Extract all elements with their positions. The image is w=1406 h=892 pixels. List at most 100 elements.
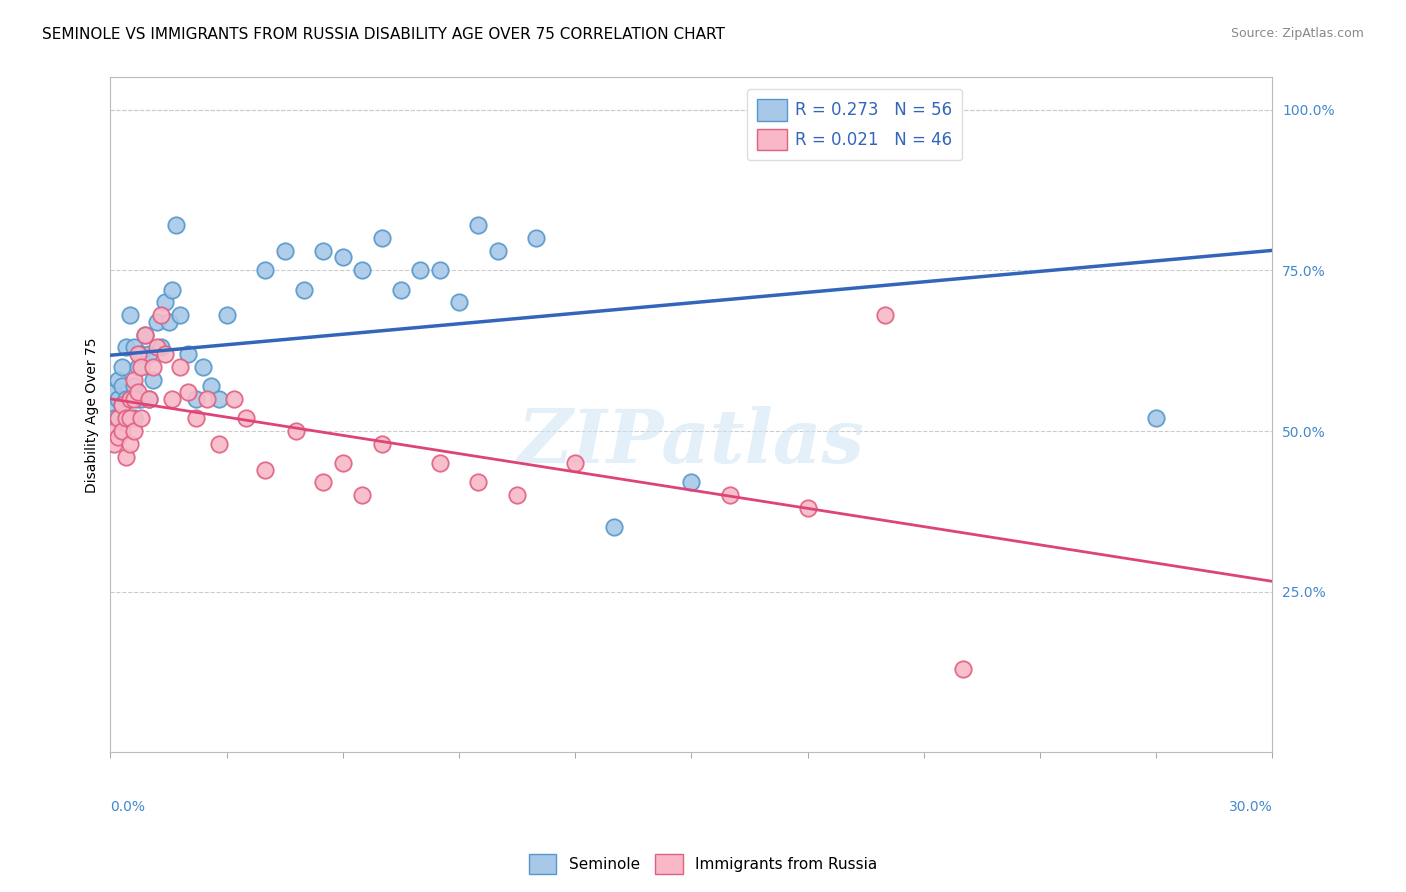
Point [115, 341, 138, 355]
Point [162, 283, 184, 297]
Point [107, 430, 129, 444]
Text: Source: ZipAtlas.com: Source: ZipAtlas.com [1230, 27, 1364, 40]
Point [131, 392, 153, 406]
Point [142, 373, 165, 387]
Point [103, 398, 125, 412]
Point [111, 379, 134, 393]
Point [169, 308, 191, 322]
Point [235, 411, 257, 425]
Point [131, 359, 153, 374]
Y-axis label: Disability Age Over 75: Disability Age Over 75 [86, 337, 100, 492]
Point [131, 347, 153, 361]
Point [352, 488, 374, 502]
Point [195, 392, 218, 406]
Point [103, 385, 125, 400]
Point [467, 475, 489, 490]
Point [134, 327, 156, 342]
Point [215, 308, 238, 322]
Point [165, 219, 187, 233]
Point [603, 520, 626, 534]
Point [177, 385, 200, 400]
Point [111, 424, 134, 438]
Point [118, 437, 141, 451]
Point [127, 392, 149, 406]
Point [118, 392, 141, 406]
Point [115, 411, 138, 425]
Point [134, 327, 156, 342]
Point [312, 244, 335, 258]
Point [184, 392, 207, 406]
Point [118, 308, 141, 322]
Point [103, 437, 125, 451]
Point [153, 295, 176, 310]
Point [115, 411, 138, 425]
Point [138, 347, 160, 361]
Point [149, 341, 172, 355]
Point [389, 283, 412, 297]
Point [224, 392, 246, 406]
Point [208, 437, 231, 451]
Point [111, 398, 134, 412]
Point [370, 437, 392, 451]
Point [177, 347, 200, 361]
Point [254, 462, 277, 476]
Point [778, 109, 800, 123]
Point [467, 219, 489, 233]
Point [193, 359, 215, 374]
Point [409, 263, 432, 277]
Point [447, 295, 470, 310]
Point [184, 411, 207, 425]
Point [107, 411, 129, 425]
Point [122, 411, 145, 425]
Point [107, 392, 129, 406]
Point [273, 244, 295, 258]
Point [681, 475, 703, 490]
Point [146, 341, 169, 355]
Point [115, 450, 138, 464]
Point [149, 308, 172, 322]
Text: SEMINOLE VS IMMIGRANTS FROM RUSSIA DISABILITY AGE OVER 75 CORRELATION CHART: SEMINOLE VS IMMIGRANTS FROM RUSSIA DISAB… [42, 27, 725, 42]
Point [352, 263, 374, 277]
Point [127, 385, 149, 400]
Point [122, 341, 145, 355]
Point [332, 251, 354, 265]
Point [142, 359, 165, 374]
Point [875, 308, 897, 322]
Point [138, 392, 160, 406]
Point [131, 411, 153, 425]
Point [107, 373, 129, 387]
Point [506, 488, 529, 502]
Point [146, 315, 169, 329]
Point [200, 379, 222, 393]
Point [429, 456, 451, 470]
Text: ZIPatlas: ZIPatlas [517, 406, 865, 478]
Point [103, 411, 125, 425]
Point [127, 347, 149, 361]
Point [332, 456, 354, 470]
Point [952, 662, 974, 676]
Point [111, 359, 134, 374]
Point [370, 231, 392, 245]
Point [111, 398, 134, 412]
Point [1144, 411, 1167, 425]
Point [122, 379, 145, 393]
Point [162, 392, 184, 406]
Point [138, 392, 160, 406]
Point [208, 392, 231, 406]
Point [292, 283, 315, 297]
Point [118, 411, 141, 425]
Point [486, 244, 509, 258]
Point [718, 488, 741, 502]
Point [118, 392, 141, 406]
Text: 30.0%: 30.0% [1229, 800, 1272, 814]
Point [127, 359, 149, 374]
Legend: R = 0.273   N = 56, R = 0.021   N = 46: R = 0.273 N = 56, R = 0.021 N = 46 [747, 89, 962, 161]
Point [169, 359, 191, 374]
Point [122, 392, 145, 406]
Point [796, 501, 818, 516]
Point [564, 456, 586, 470]
Point [526, 231, 548, 245]
Point [157, 315, 180, 329]
Text: 0.0%: 0.0% [111, 800, 145, 814]
Point [107, 411, 129, 425]
